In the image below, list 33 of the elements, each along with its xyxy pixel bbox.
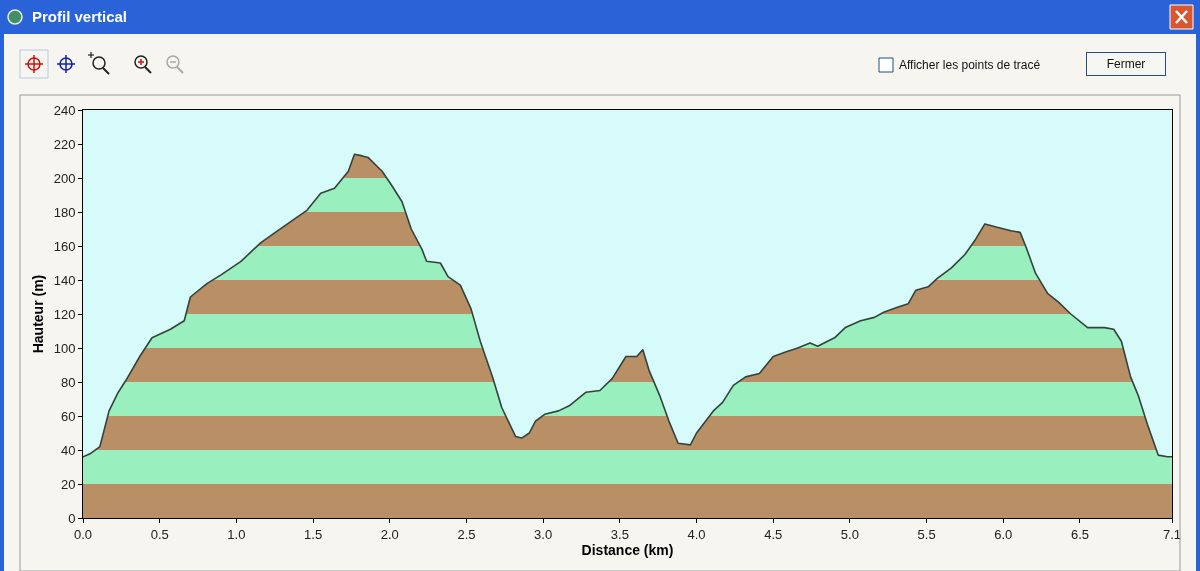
x-tick-label: 5.5 [917, 526, 936, 542]
text: Fermer [1106, 57, 1146, 71]
y-tick-label: 80 [60, 374, 76, 390]
x-tick-label: 5.0 [840, 526, 859, 542]
x-tick-label: 2.0 [380, 526, 399, 542]
x-tick-label: 0.0 [73, 526, 93, 542]
y-tick-label: 180 [53, 204, 76, 220]
x-tick-label: 3.5 [610, 526, 629, 542]
x-axis-title: Distance (km) [581, 541, 674, 558]
text: Afficher les points de tracé [899, 58, 1041, 72]
x-tick-label: 6.0 [994, 526, 1013, 542]
x-tick-label: 7.1 [1162, 526, 1182, 542]
x-tick-label: 6.5 [1070, 526, 1090, 542]
y-tick-label: 240 [53, 102, 76, 118]
y-tick-label: 160 [53, 238, 76, 254]
x-tick-label: 2.5 [457, 526, 476, 542]
x-tick-label: 4.5 [764, 526, 783, 542]
y-tick-label: 40 [60, 442, 76, 458]
y-tick-label: 140 [53, 272, 76, 288]
y-axis-title: Hauteur (m) [30, 274, 47, 354]
y-tick-label: 60 [60, 408, 76, 424]
chart-title: Profil vertical [32, 8, 128, 26]
y-tick-label: 0 [68, 510, 76, 526]
x-tick-label: 0.5 [150, 526, 169, 542]
y-tick-label: 120 [53, 306, 76, 322]
x-tick-label: 4.0 [687, 526, 706, 542]
y-tick-label: 220 [53, 136, 76, 152]
x-tick-label: 1.0 [227, 526, 246, 542]
y-tick-label: 20 [60, 476, 76, 492]
y-tick-label: 200 [53, 170, 76, 186]
y-tick-label: 100 [53, 340, 76, 356]
x-tick-label: 3.0 [534, 526, 553, 542]
x-tick-label: 1.5 [304, 526, 323, 542]
